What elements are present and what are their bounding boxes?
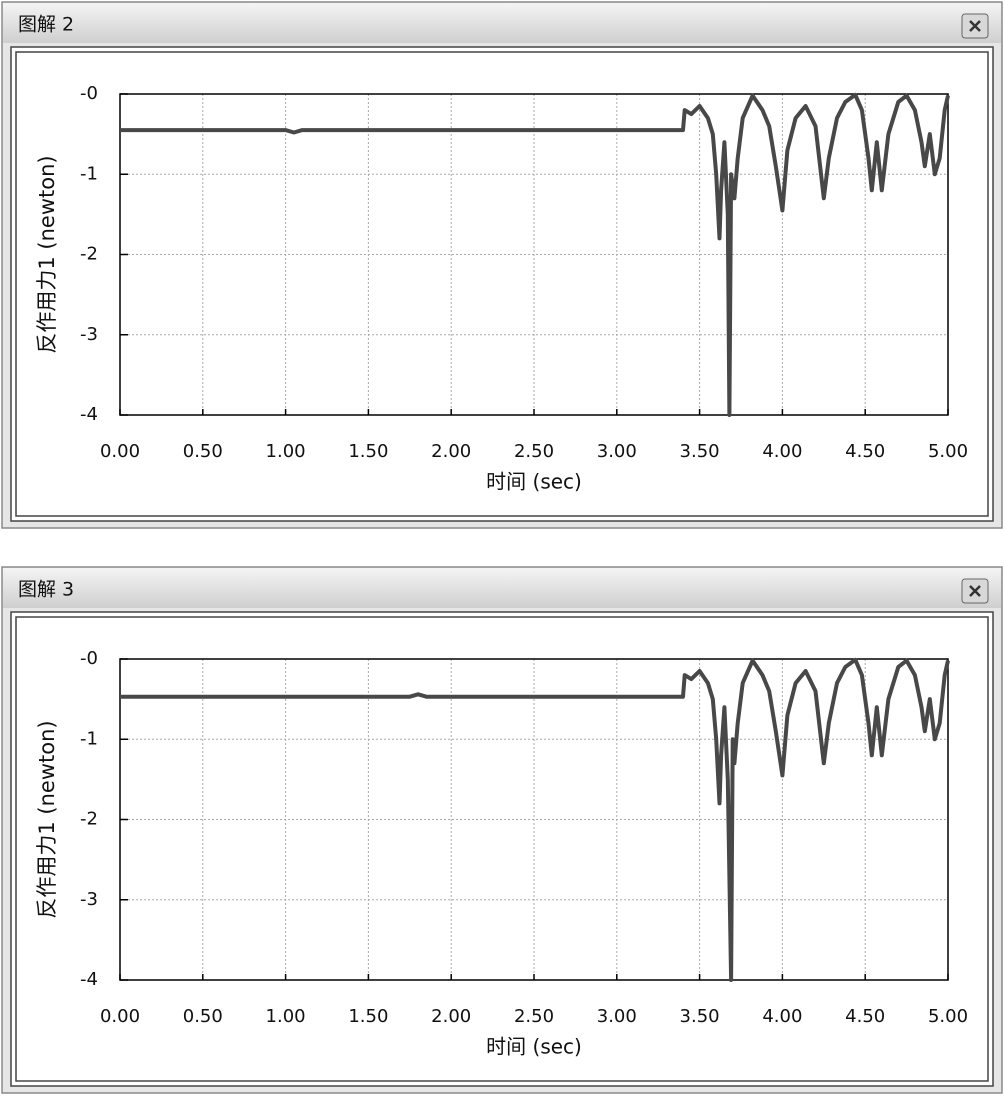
x-axis-label: 时间 (sec) [486, 470, 582, 494]
window-title: 图解 3 [18, 579, 74, 601]
window: 图解 3 0.00 0.50 1.00 1.50 2.00 2.50 3.00 3.50 4.00… [1, 566, 1003, 1094]
close-icon[interactable] [969, 585, 981, 597]
y-tick-label: -0 [80, 83, 98, 104]
data-line [120, 92, 950, 417]
x-tick-label: 1.00 [266, 1006, 306, 1027]
x-tick-label: 2.50 [514, 441, 554, 462]
x-tick-label: 3.50 [680, 441, 720, 462]
x-tick-label: 4.00 [762, 441, 802, 462]
y-axis-label: 反作用力1 (newton) [35, 720, 59, 918]
y-tick-label: -0 [80, 648, 98, 669]
x-tick-label: 0.00 [100, 1006, 140, 1027]
x-tick-label: 0.00 [100, 441, 140, 462]
plot-frame [119, 658, 949, 981]
x-tick-label: 2.00 [431, 441, 471, 462]
close-icon[interactable] [969, 20, 981, 32]
x-axis-label: 时间 (sec) [486, 1035, 582, 1059]
x-tick-label: 3.50 [680, 1006, 720, 1027]
x-tick-label: 2.50 [514, 1006, 554, 1027]
title-bar [3, 3, 1001, 43]
y-tick-label: -2 [80, 244, 98, 265]
data-line [120, 657, 950, 982]
window-title: 图解 2 [18, 14, 74, 36]
x-tick-label: 1.50 [348, 441, 388, 462]
x-tick-label: 4.00 [762, 1006, 802, 1027]
y-tick-label: -1 [80, 163, 98, 184]
x-tick-label: 3.00 [597, 1006, 637, 1027]
y-tick-label: -1 [80, 728, 98, 749]
y-tick-label: -4 [80, 969, 98, 990]
x-tick-label: 1.00 [266, 441, 306, 462]
close-button[interactable] [961, 13, 989, 39]
x-tick-label: 0.50 [183, 1006, 223, 1027]
y-tick-label: -2 [80, 809, 98, 830]
x-tick-label: 5.00 [928, 1006, 968, 1027]
plot-frame [119, 93, 949, 416]
title-bar [3, 568, 1001, 608]
panel-inner [15, 616, 989, 1082]
y-tick-label: -4 [80, 404, 98, 425]
x-tick-label: 1.50 [348, 1006, 388, 1027]
x-tick-label: 2.00 [431, 1006, 471, 1027]
y-tick-label: -3 [80, 324, 98, 345]
y-tick-label: -3 [80, 889, 98, 910]
close-button[interactable] [961, 578, 989, 604]
x-tick-label: 5.00 [928, 441, 968, 462]
panel-inner [15, 51, 989, 517]
x-tick-label: 4.50 [845, 1006, 885, 1027]
x-tick-label: 0.50 [183, 441, 223, 462]
x-tick-label: 3.00 [597, 441, 637, 462]
x-tick-label: 4.50 [845, 441, 885, 462]
y-axis-label: 反作用力1 (newton) [35, 155, 59, 353]
window: 图解 2 0.00 0.50 1.00 1.50 2.00 2.50 3.00 3.50 4.00… [1, 1, 1003, 529]
